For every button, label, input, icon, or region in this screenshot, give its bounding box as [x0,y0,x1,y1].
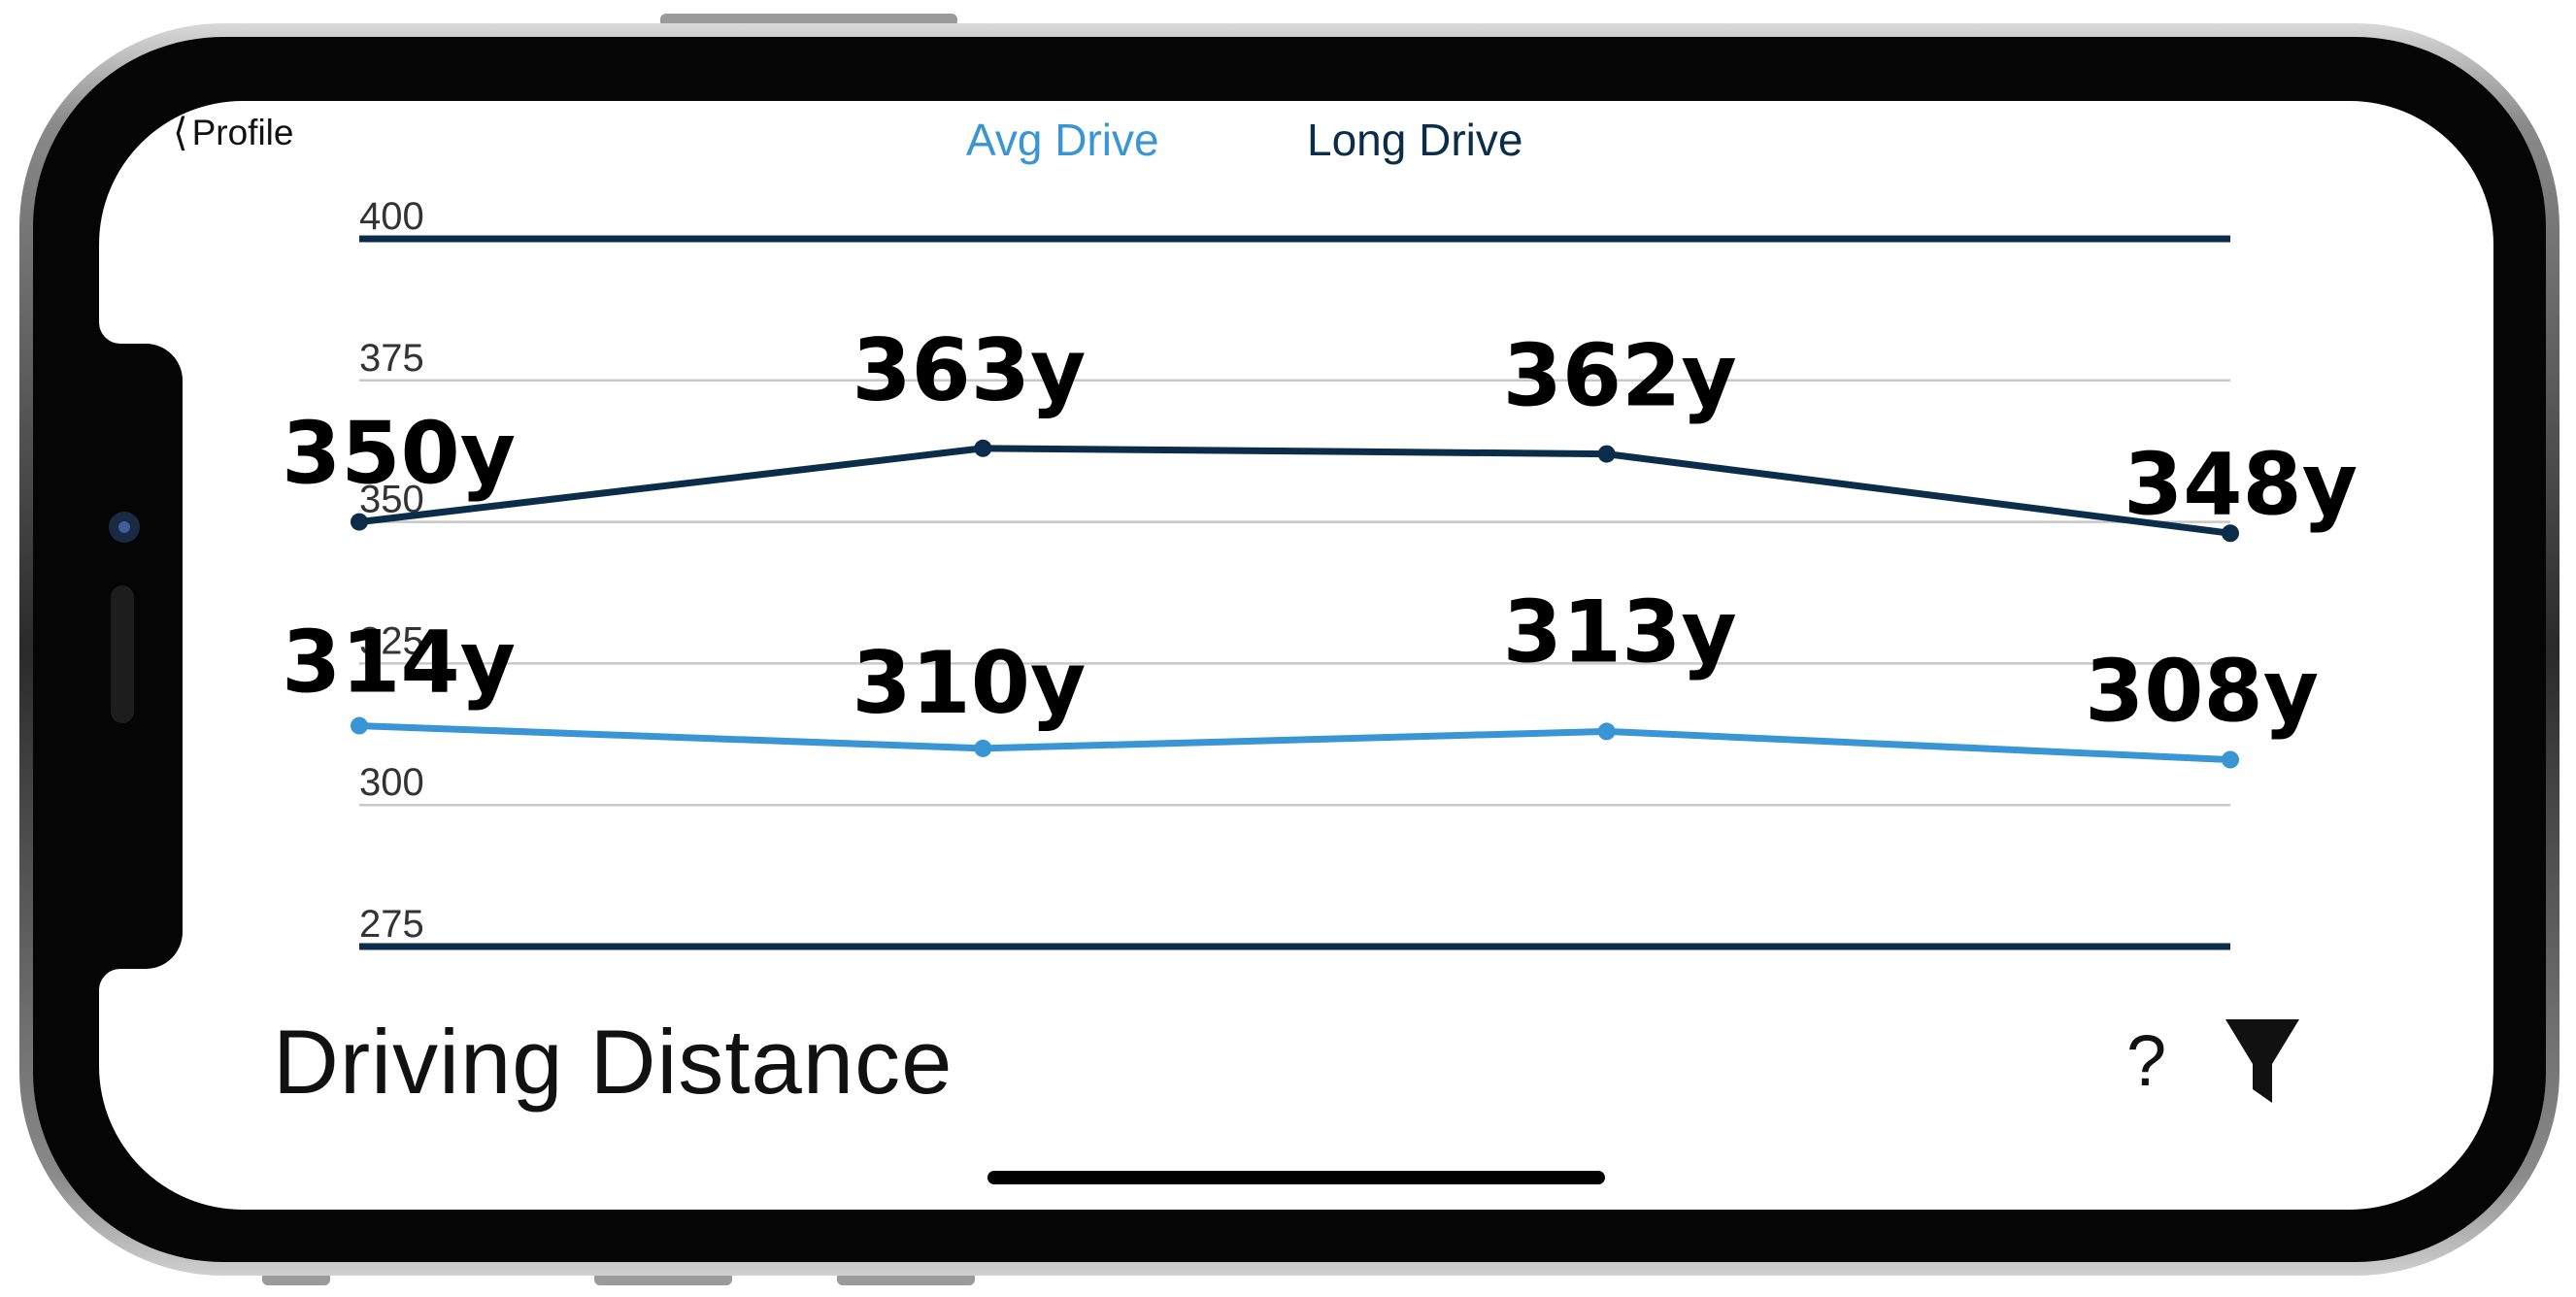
series-line-avg-drive [358,722,2231,764]
data-label-long-drive-1: 350y [282,404,516,504]
help-button[interactable]: ? [2126,1020,2167,1101]
data-point-avg-drive-1[interactable] [351,716,368,735]
chart-series [351,439,2239,769]
data-label-avg-drive-4: 308y [2085,642,2319,742]
y-tick-label-300: 300 [359,761,424,804]
home-indicator[interactable] [987,1171,1605,1184]
data-label-long-drive-4: 348y [2124,434,2358,534]
data-label-avg-drive-2: 310y [852,633,1086,733]
y-tick-label-275: 275 [359,903,424,946]
tab-avg-drive[interactable]: Avg Drive [966,115,1159,165]
y-tick-label-400: 400 [359,195,424,238]
chevron-left-icon: ⟨ [173,112,188,154]
data-point-avg-drive-4[interactable] [2222,750,2239,769]
page-title: Driving Distance [273,1011,953,1113]
data-label-avg-drive-1: 314y [282,613,516,713]
chart-data-labels: 350y 363y 362y 348y 314y 310y 313y 308y [282,320,2358,742]
data-point-long-drive-4[interactable] [2222,524,2239,543]
data-label-long-drive-3: 362y [1503,326,1737,426]
back-button[interactable]: ⟨ Profile [173,113,294,153]
speaker-grille [111,585,134,723]
tab-long-drive[interactable]: Long Drive [1307,115,1523,165]
screen-area [99,101,2493,1210]
data-point-long-drive-2[interactable] [974,439,992,457]
data-point-long-drive-3[interactable] [1597,445,1616,463]
data-label-avg-drive-3: 313y [1503,582,1737,682]
y-tick-label-375: 375 [359,337,424,380]
series-line-long-drive [358,445,2231,537]
y-tick-label-325: 325 [359,619,424,662]
filter-icon[interactable] [2224,1017,2301,1105]
chart-grid [359,235,2230,950]
data-point-avg-drive-2[interactable] [974,739,992,757]
data-point-long-drive-1[interactable] [351,513,368,531]
back-button-label: Profile [191,113,294,152]
data-label-long-drive-2: 363y [852,320,1086,420]
data-point-avg-drive-3[interactable] [1597,722,1616,741]
